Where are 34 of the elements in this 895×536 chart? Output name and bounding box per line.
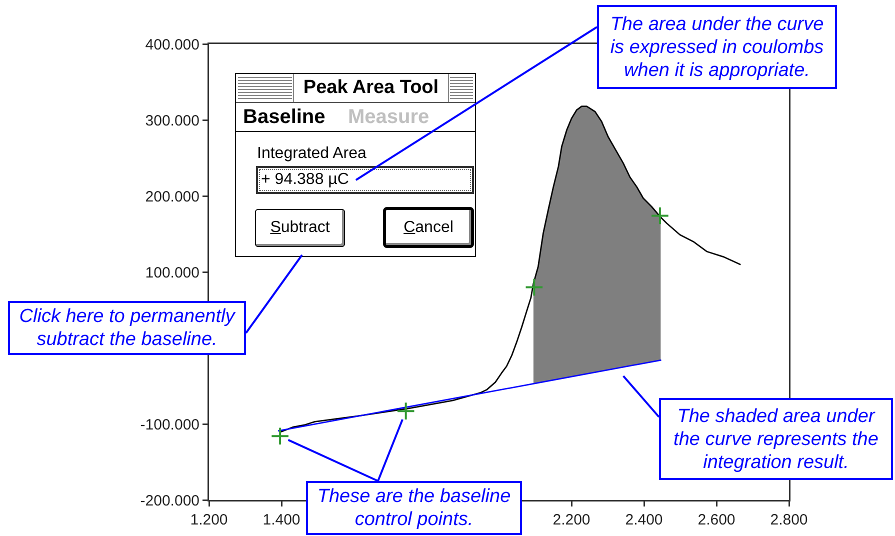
- x-tick-label: 2.200: [552, 512, 590, 528]
- annotation: The area under the curve is expressed in coulombs when it is appropriate.: [610, 12, 824, 82]
- annotation: Click here to permanently subtract the baseline.: [19, 305, 235, 351]
- annotation: Measure: [348, 105, 430, 130]
- annotation: + 94.388 µC: [261, 171, 349, 189]
- text-field: + 94.388 µC: [256, 166, 474, 194]
- callout-box: The area under the curve is expressed in coulombs when it is appropriate.: [597, 5, 837, 89]
- annotation: Peak Area Tool: [293, 74, 449, 102]
- y-tick-label: 100.000: [145, 264, 200, 282]
- x-tick-label: 2.400: [625, 512, 663, 528]
- annotation: Subtract: [270, 219, 330, 237]
- x-tick-label: 1.200: [190, 512, 228, 528]
- x-tick-label: 1.400: [262, 512, 300, 528]
- subtract-button: Subtract: [255, 209, 345, 247]
- annotation: Integrated Area: [257, 145, 366, 163]
- cancel-button: Cancel: [383, 207, 474, 248]
- callout-box: These are the baseline control points.: [306, 481, 522, 535]
- y-tick-label: 300.000: [145, 112, 200, 130]
- point: [524, 278, 544, 297]
- point: [650, 206, 670, 226]
- annotation: Cancel: [404, 218, 454, 236]
- y-tick-label: 400.000: [145, 36, 200, 54]
- x-tick-label: 2.800: [770, 512, 808, 528]
- x-tick-label: 2.600: [698, 512, 736, 528]
- annotation: The shaded area under the curve represents the integration result.: [674, 404, 878, 474]
- y-tick-label: -100.000: [140, 416, 200, 434]
- point: [396, 402, 416, 420]
- callout-box: The shaded area under the curve represents the integration result.: [659, 398, 893, 480]
- y-tick-label: 200.000: [145, 188, 200, 206]
- point: [270, 426, 290, 446]
- y-tick-label: -200.000: [140, 492, 200, 510]
- annotation: These are the baseline control points.: [317, 485, 511, 531]
- annotation: Baseline: [243, 105, 326, 130]
- callout-box: Click here to permanently subtract the baseline.: [8, 301, 246, 355]
